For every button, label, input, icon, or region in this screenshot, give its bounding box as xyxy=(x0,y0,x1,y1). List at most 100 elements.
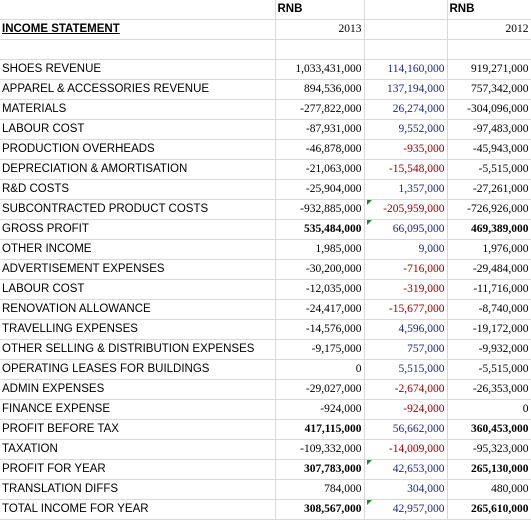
value-change[interactable]: 9,000 xyxy=(364,239,448,260)
value-2013[interactable]: 417,115,000 xyxy=(275,419,365,440)
value-2012[interactable]: 1,976,000 xyxy=(447,239,531,260)
value-2013[interactable]: 784,000 xyxy=(275,479,365,500)
value-2012[interactable]: -726,926,000 xyxy=(447,199,531,220)
value-2013[interactable]: -87,931,000 xyxy=(275,119,365,140)
value-2013[interactable]: -12,035,000 xyxy=(275,279,365,300)
value-change[interactable]: 26,274,000 xyxy=(364,99,448,120)
value-2013[interactable]: -29,027,000 xyxy=(275,379,365,400)
value-2013[interactable]: -14,576,000 xyxy=(275,319,365,340)
value-2013[interactable]: -30,200,000 xyxy=(275,259,365,280)
value-2013[interactable]: -924,000 xyxy=(275,399,365,420)
value-change[interactable] xyxy=(364,39,448,60)
row-label[interactable] xyxy=(0,39,276,60)
row-label[interactable]: DEPRECIATION & AMORTISATION xyxy=(0,159,276,180)
value-2012[interactable]: 757,342,000 xyxy=(447,79,531,100)
error-indicator-icon[interactable] xyxy=(366,220,372,225)
row-label[interactable]: ADVERTISEMENT EXPENSES xyxy=(0,259,276,280)
value-change[interactable]: -205,959,000 xyxy=(364,199,448,220)
row-label[interactable]: APPAREL & ACCESSORIES REVENUE xyxy=(0,79,276,100)
value-2013[interactable]: -109,332,000 xyxy=(275,439,365,460)
row-label[interactable]: GROSS PROFIT xyxy=(0,219,276,240)
value-change[interactable]: 56,662,000 xyxy=(364,419,448,440)
row-label[interactable]: LABOUR COST xyxy=(0,279,276,300)
row-label[interactable]: OTHER SELLING & DISTRIBUTION EXPENSES xyxy=(0,339,276,360)
value-2013[interactable]: -9,175,000 xyxy=(275,339,365,360)
value-change[interactable]: -924,000 xyxy=(364,399,448,420)
value-2012[interactable]: 919,271,000 xyxy=(447,59,531,80)
value-2012[interactable]: 0 xyxy=(447,399,531,420)
row-label[interactable]: SUBCONTRACTED PRODUCT COSTS xyxy=(0,199,276,220)
value-change[interactable]: 137,194,000 xyxy=(364,79,448,100)
row-label[interactable]: OTHER INCOME xyxy=(0,239,276,260)
value-2012[interactable]: 265,130,000 xyxy=(447,459,531,480)
value-change[interactable]: -319,000 xyxy=(364,279,448,300)
value-2012[interactable]: -97,483,000 xyxy=(447,119,531,140)
value-2013[interactable]: 308,567,000 xyxy=(275,499,365,520)
value-change[interactable]: 9,552,000 xyxy=(364,119,448,140)
col-c-header[interactable]: RNB xyxy=(447,0,531,20)
value-2013[interactable]: -25,904,000 xyxy=(275,179,365,200)
value-2012[interactable]: -11,716,000 xyxy=(447,279,531,300)
value-2013[interactable]: 0 xyxy=(275,359,365,380)
row-label[interactable]: OPERATING LEASES FOR BUILDINGS xyxy=(0,359,276,380)
value-change[interactable]: -14,009,000 xyxy=(364,439,448,460)
row-label[interactable]: R&D COSTS xyxy=(0,179,276,200)
value-2012[interactable]: -27,261,000 xyxy=(447,179,531,200)
value-2012[interactable]: 469,389,000 xyxy=(447,219,531,240)
row-label[interactable]: TRANSLATION DIFFS xyxy=(0,479,276,500)
year-a[interactable]: 2013 xyxy=(275,19,365,40)
error-indicator-icon[interactable] xyxy=(366,460,372,465)
value-2013[interactable]: 1,985,000 xyxy=(275,239,365,260)
value-2012[interactable]: -8,740,000 xyxy=(447,299,531,320)
value-change[interactable]: 42,957,000 xyxy=(364,499,448,520)
value-change[interactable]: 114,160,000 xyxy=(364,59,448,80)
value-2013[interactable]: -46,878,000 xyxy=(275,139,365,160)
value-2012[interactable]: -5,515,000 xyxy=(447,159,531,180)
value-change[interactable]: 5,515,000 xyxy=(364,359,448,380)
row-label[interactable]: PROFIT FOR YEAR xyxy=(0,459,276,480)
value-2012[interactable]: -304,096,000 xyxy=(447,99,531,120)
row-label[interactable]: SHOES REVENUE xyxy=(0,59,276,80)
value-2013[interactable]: 894,536,000 xyxy=(275,79,365,100)
row-label[interactable]: PRODUCTION OVERHEADS xyxy=(0,139,276,160)
value-2012[interactable]: -29,484,000 xyxy=(447,259,531,280)
col-a-header[interactable]: RNB xyxy=(275,0,365,20)
value-2012[interactable]: -45,943,000 xyxy=(447,139,531,160)
value-2013[interactable]: 535,484,000 xyxy=(275,219,365,240)
value-2013[interactable]: -932,885,000 xyxy=(275,199,365,220)
cell-c2[interactable] xyxy=(364,19,448,40)
value-2012[interactable]: -19,172,000 xyxy=(447,319,531,340)
value-2013[interactable]: -277,822,000 xyxy=(275,99,365,120)
value-2013[interactable]: -24,417,000 xyxy=(275,299,365,320)
value-2012[interactable]: -5,515,000 xyxy=(447,359,531,380)
row-label[interactable]: TOTAL INCOME FOR YEAR xyxy=(0,499,276,520)
value-2012[interactable]: -9,932,000 xyxy=(447,339,531,360)
value-change[interactable]: -15,548,000 xyxy=(364,159,448,180)
row-label[interactable]: LABOUR COST xyxy=(0,119,276,140)
cell-c1[interactable] xyxy=(364,0,448,20)
row-label[interactable]: TRAVELLING EXPENSES xyxy=(0,319,276,340)
row-label[interactable]: MATERIALS xyxy=(0,99,276,120)
error-indicator-icon[interactable] xyxy=(366,500,372,505)
row-label[interactable]: TAXATION xyxy=(0,439,276,460)
value-2013[interactable]: 307,783,000 xyxy=(275,459,365,480)
value-change[interactable]: -716,000 xyxy=(364,259,448,280)
value-change[interactable]: 42,653,000 xyxy=(364,459,448,480)
value-change[interactable]: 1,357,000 xyxy=(364,179,448,200)
row-label[interactable]: ADMIN EXPENSES xyxy=(0,379,276,400)
value-change[interactable]: -2,674,000 xyxy=(364,379,448,400)
value-2013[interactable] xyxy=(275,39,365,60)
value-change[interactable]: 4,596,000 xyxy=(364,319,448,340)
cell-a1[interactable] xyxy=(0,0,276,20)
value-2012[interactable]: 360,453,000 xyxy=(447,419,531,440)
value-2012[interactable]: -26,353,000 xyxy=(447,379,531,400)
value-2013[interactable]: -21,063,000 xyxy=(275,159,365,180)
row-label[interactable]: RENOVATION ALLOWANCE xyxy=(0,299,276,320)
value-2012[interactable]: -95,323,000 xyxy=(447,439,531,460)
value-2012[interactable]: 265,610,000 xyxy=(447,499,531,520)
row-label[interactable]: PROFIT BEFORE TAX xyxy=(0,419,276,440)
value-2012[interactable]: 480,000 xyxy=(447,479,531,500)
row-label[interactable]: FINANCE EXPENSE xyxy=(0,399,276,420)
value-2012[interactable] xyxy=(447,39,531,60)
value-change[interactable]: 66,095,000 xyxy=(364,219,448,240)
